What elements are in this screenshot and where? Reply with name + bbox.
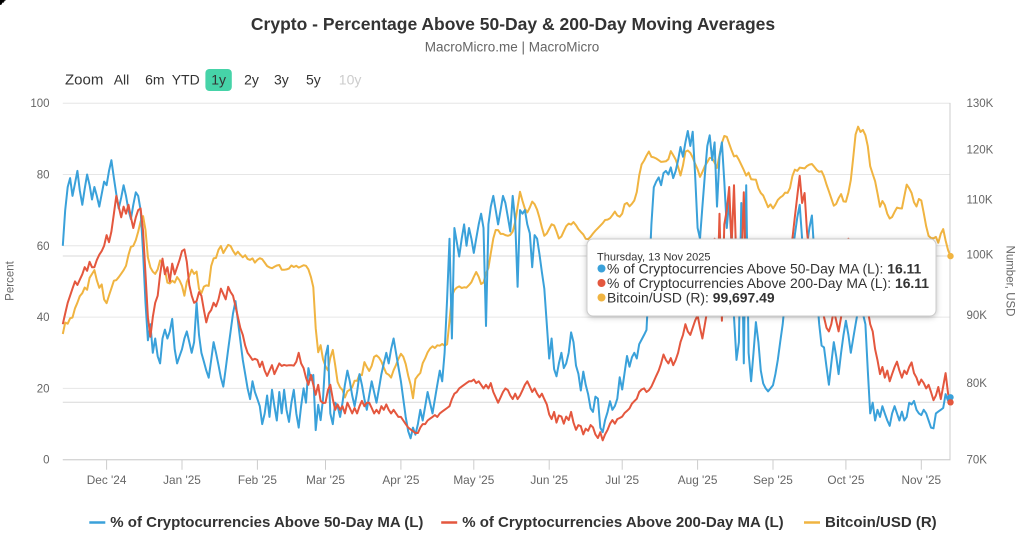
svg-text:% of Cryptocurrencies Above 20: % of Cryptocurrencies Above 200-Day MA (… (462, 514, 783, 531)
svg-text:3y: 3y (274, 72, 289, 88)
svg-text:100: 100 (30, 98, 49, 110)
svg-text:10y: 10y (339, 72, 362, 88)
svg-text:60: 60 (37, 241, 50, 253)
svg-text:% of Cryptocurrencies Above 50: % of Cryptocurrencies Above 50-Day MA (L… (110, 514, 423, 531)
svg-text:6m: 6m (145, 72, 164, 88)
svg-text:0: 0 (43, 455, 49, 467)
svg-text:5y: 5y (306, 72, 321, 88)
svg-text:90K: 90K (967, 310, 988, 322)
svg-text:Number, USD: Number, USD (1004, 246, 1016, 317)
svg-text:Percent: Percent (5, 260, 17, 300)
svg-text:Bitcoin/USD (R): 99,697.49: Bitcoin/USD (R): 99,697.49 (607, 290, 775, 306)
svg-text:Bitcoin/USD (R): Bitcoin/USD (R) (825, 514, 937, 531)
svg-text:130K: 130K (967, 98, 994, 110)
svg-text:Nov '25: Nov '25 (901, 473, 941, 487)
svg-text:70K: 70K (967, 455, 988, 467)
svg-text:80: 80 (37, 170, 50, 182)
svg-text:Jan '25: Jan '25 (163, 473, 201, 487)
svg-text:80K: 80K (967, 378, 988, 390)
svg-text:110K: 110K (967, 194, 993, 206)
svg-text:20: 20 (37, 383, 50, 395)
svg-text:Sep '25: Sep '25 (753, 473, 793, 487)
svg-text:Oct '25: Oct '25 (827, 473, 864, 487)
svg-text:Feb '25: Feb '25 (238, 473, 277, 487)
svg-text:Jun '25: Jun '25 (530, 473, 568, 487)
svg-text:Thursday, 13 Nov 2025: Thursday, 13 Nov 2025 (597, 252, 711, 264)
svg-text:100K: 100K (967, 249, 994, 261)
svg-text:YTD: YTD (172, 72, 200, 88)
svg-text:Aug '25: Aug '25 (678, 473, 718, 487)
svg-text:% of Cryptocurrencies Above 20: % of Cryptocurrencies Above 200-Day MA (… (607, 275, 929, 291)
svg-text:Zoom: Zoom (65, 72, 103, 89)
svg-text:MacroMicro.me | MacroMicro: MacroMicro.me | MacroMicro (425, 40, 600, 55)
svg-text:Crypto - Percentage Above 50-D: Crypto - Percentage Above 50-Day & 200-D… (251, 14, 775, 34)
svg-text:1y: 1y (211, 72, 226, 88)
svg-text:40: 40 (37, 312, 50, 324)
svg-text:Dec '24: Dec '24 (87, 473, 127, 487)
svg-text:May '25: May '25 (453, 473, 494, 487)
svg-text:Apr '25: Apr '25 (382, 473, 419, 487)
svg-text:120K: 120K (967, 144, 994, 156)
svg-text:% of Cryptocurrencies Above 50: % of Cryptocurrencies Above 50-Day MA (L… (607, 261, 922, 277)
svg-text:Mar '25: Mar '25 (306, 473, 345, 487)
svg-text:All: All (114, 72, 130, 88)
svg-text:2y: 2y (244, 72, 259, 88)
svg-text:Jul '25: Jul '25 (605, 473, 639, 487)
